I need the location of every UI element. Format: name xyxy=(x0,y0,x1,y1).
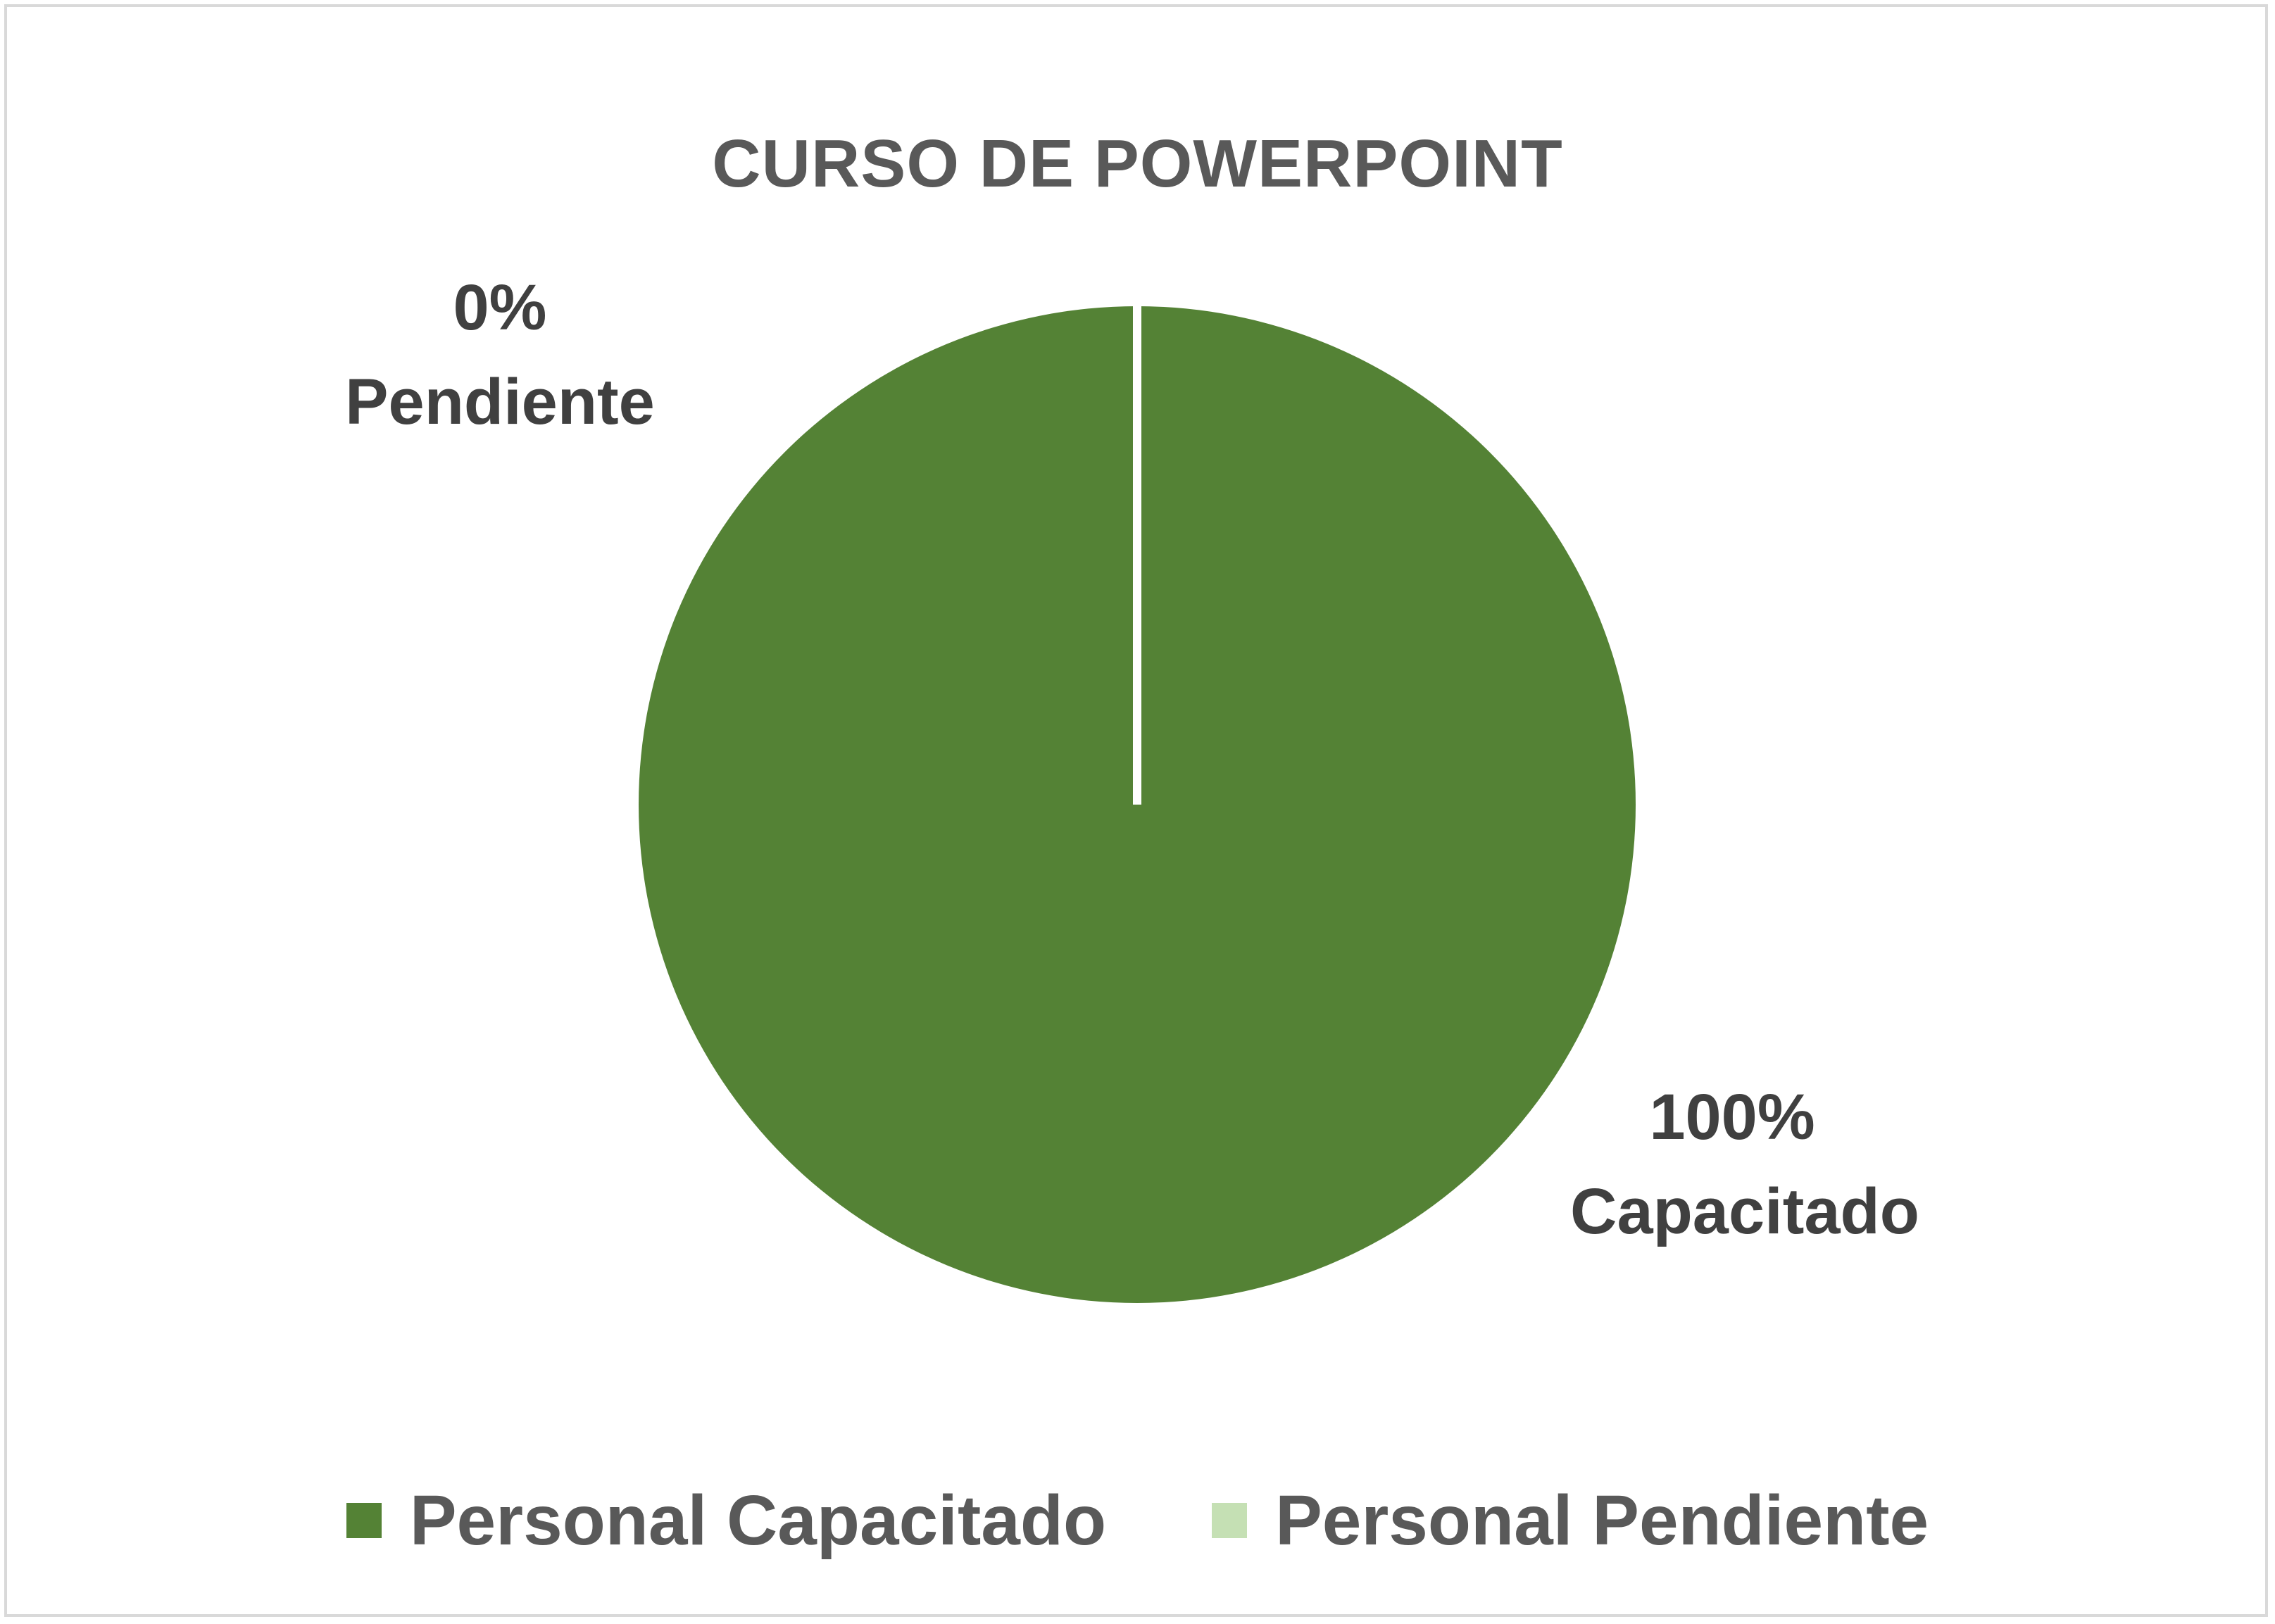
legend-label-capacitado: Personal Capacitado xyxy=(409,1480,1107,1560)
legend-item-pendiente: Personal Pendiente xyxy=(1212,1480,1929,1561)
pie-slices xyxy=(639,303,1636,1303)
data-label-capacitado-percent: 100% xyxy=(1649,1081,1815,1153)
data-label-pendiente: 0% Pendiente xyxy=(310,260,690,449)
data-label-capacitado: 100% Capacitado xyxy=(1570,1070,1919,1259)
data-label-capacitado-category: Capacitado xyxy=(1570,1176,1919,1247)
data-label-pendiente-percent: 0% xyxy=(453,272,547,344)
legend: Personal Capacitado Personal Pendiente xyxy=(0,1478,2275,1563)
legend-swatch-pendiente xyxy=(1212,1503,1248,1538)
data-label-pendiente-category: Pendiente xyxy=(345,366,655,438)
legend-item-capacitado: Personal Capacitado xyxy=(346,1480,1106,1561)
legend-swatch-capacitado xyxy=(346,1503,382,1538)
chart-title: CURSO DE POWERPOINT xyxy=(712,126,1563,201)
legend-label-pendiente: Personal Pendiente xyxy=(1275,1480,1929,1560)
